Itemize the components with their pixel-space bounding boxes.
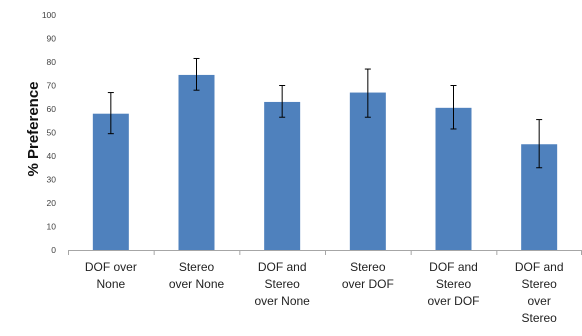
y-tick-label: 100	[42, 10, 56, 20]
y-tick-label: 60	[47, 104, 57, 114]
y-tick-label: 0	[51, 245, 56, 255]
y-tick-label: 90	[47, 34, 57, 44]
category-label: Stereo over None	[169, 260, 225, 291]
category-label: DOF and Stereo over None	[254, 260, 310, 308]
y-tick-label: 10	[47, 222, 57, 232]
y-axis-label: % Preference	[25, 81, 42, 176]
y-tick-label: 40	[47, 151, 57, 161]
category-label: DOF and Stereo over Stereo	[515, 260, 564, 325]
category-label: DOF and Stereo over DOF	[427, 260, 479, 308]
category-label: Stereo over DOF	[342, 260, 394, 291]
bar	[92, 113, 129, 250]
y-tick-label: 80	[47, 57, 57, 67]
category-label: DOF over None	[85, 260, 137, 291]
y-tick-label: 30	[47, 175, 57, 185]
y-tick-label: 20	[47, 198, 57, 208]
bar	[349, 92, 386, 250]
y-tick-label: 70	[47, 81, 57, 91]
bar	[178, 74, 215, 250]
y-tick-label: 50	[47, 128, 57, 138]
bar	[264, 101, 301, 250]
bar	[435, 107, 472, 250]
